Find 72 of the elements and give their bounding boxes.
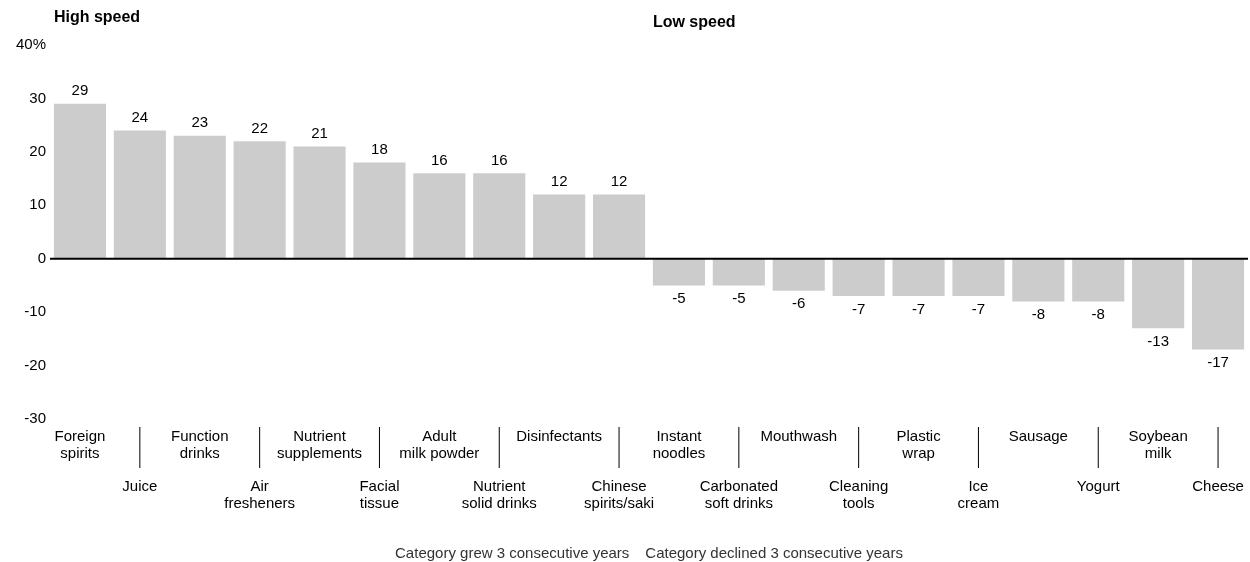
data-label: -7 <box>971 299 986 317</box>
data-label: 21 <box>311 124 328 142</box>
text: Category grew 3 consecutive years <box>395 544 630 561</box>
bar <box>652 258 706 286</box>
text: Category declined 3 consecutive years <box>645 544 903 561</box>
data-label: 16 <box>490 150 508 168</box>
y-tick-label: 20 <box>29 142 46 159</box>
y-tick-label: -30 <box>24 409 46 427</box>
data-label: -6 <box>792 294 806 312</box>
x-tick-label: Nutrient solid drinks <box>461 476 537 511</box>
x-tick-label: Juice <box>122 476 158 494</box>
x-tick-label: Chinese spirits/saki <box>584 476 655 511</box>
x-tick-label: Facial tissue <box>359 476 400 511</box>
bar <box>1012 258 1065 302</box>
bar <box>832 258 885 297</box>
bar <box>772 258 825 291</box>
y-tick-label: 30 <box>29 88 46 106</box>
data-label: -7 <box>851 299 866 317</box>
data-label: 24 <box>131 108 149 126</box>
data-label: 29 <box>71 81 89 99</box>
text: High speed <box>53 8 141 25</box>
y-tick-label: -20 <box>24 355 46 373</box>
x-tick-label: Cleaning tools <box>829 476 889 511</box>
x-tick-label: Function drinks <box>170 426 229 461</box>
data-label: -13 <box>1147 331 1169 349</box>
x-tick-label: Yogurt <box>1076 476 1121 494</box>
data-label: 22 <box>251 118 268 136</box>
bar <box>293 146 346 259</box>
bar <box>1132 258 1185 329</box>
x-tick-label: Air fresheners <box>224 476 296 511</box>
x-tick-label: Sausage <box>1008 426 1068 444</box>
x-tick-label: Ice cream <box>957 476 1000 511</box>
text: Low speed <box>652 13 736 30</box>
x-tick-label: Carbonated soft drinks <box>699 476 779 511</box>
x-tick-label: Nutrient supplements <box>277 426 363 461</box>
bar <box>952 258 1005 297</box>
x-tick-label: Soybean milk <box>1128 426 1188 461</box>
x-tick-label: Adult milk powder <box>399 426 480 461</box>
x-tick-label: Cheese <box>1192 476 1244 494</box>
bar <box>1072 258 1125 302</box>
y-tick-label: 40% <box>15 35 46 53</box>
x-tick-label: Instant noodles <box>652 426 706 461</box>
bar <box>712 258 765 286</box>
data-label: 23 <box>191 113 209 131</box>
data-label: 16 <box>431 150 448 168</box>
bar <box>173 135 226 259</box>
data-label: -5 <box>732 289 746 307</box>
x-tick-label: Plastic wrap <box>896 426 942 461</box>
bar <box>113 130 166 259</box>
data-label: -8 <box>1031 305 1046 323</box>
bar <box>1191 258 1245 350</box>
bar <box>53 103 107 259</box>
data-label: 12 <box>610 172 628 190</box>
y-tick-label: 0 <box>37 248 46 266</box>
data-label: -8 <box>1091 305 1105 323</box>
data-label: 18 <box>371 140 388 158</box>
bar <box>892 258 945 297</box>
y-tick-label: -10 <box>24 302 46 320</box>
bar <box>592 194 646 259</box>
y-tick-label: 10 <box>29 195 46 213</box>
bar <box>533 194 586 259</box>
data-label: -7 <box>911 299 926 317</box>
data-label: 12 <box>550 172 568 190</box>
data-label: -17 <box>1207 353 1229 371</box>
x-tick-label: Foreign spirits <box>54 426 106 461</box>
bar <box>473 173 526 259</box>
bar <box>233 141 286 259</box>
x-tick-label: Mouthwash <box>760 426 838 444</box>
bar <box>413 173 466 259</box>
bar <box>353 162 406 259</box>
data-label: -5 <box>672 289 686 307</box>
x-tick-label: Disinfectants <box>516 426 603 444</box>
